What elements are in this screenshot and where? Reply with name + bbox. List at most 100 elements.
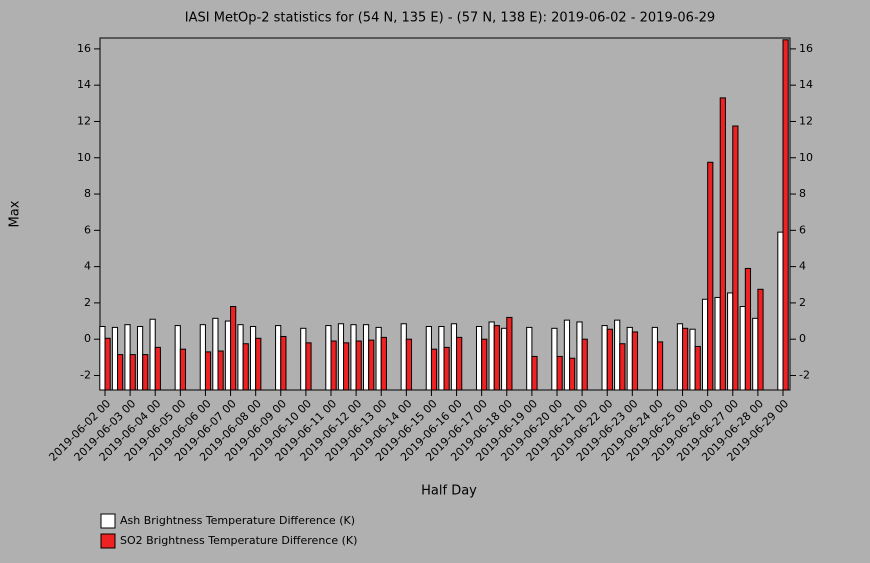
bar — [368, 339, 375, 391]
bar — [651, 326, 658, 391]
bar — [136, 325, 144, 391]
bar — [380, 336, 387, 391]
bar — [606, 328, 613, 391]
bar — [526, 326, 533, 391]
bar — [563, 319, 571, 391]
y2-tick-label: 6 — [799, 223, 806, 236]
bar — [682, 327, 689, 391]
bar — [475, 325, 483, 391]
bar — [551, 327, 558, 391]
bar — [174, 325, 181, 391]
bar — [506, 316, 513, 391]
y2-tick-label: 14 — [799, 78, 813, 91]
bar — [350, 324, 357, 391]
bar — [362, 324, 370, 391]
bar — [707, 161, 714, 391]
bar — [727, 292, 734, 391]
bar — [701, 298, 709, 391]
bar — [777, 231, 784, 391]
bar — [375, 326, 382, 391]
legend-label: Ash Brightness Temperature Difference (K… — [120, 514, 355, 527]
bar — [230, 306, 237, 391]
bar — [493, 325, 500, 391]
bar — [694, 345, 701, 391]
bar — [117, 354, 124, 391]
bar — [601, 325, 608, 391]
bar — [576, 321, 583, 391]
bar — [199, 324, 206, 391]
bar — [450, 323, 458, 391]
y-tick-label: 4 — [84, 260, 91, 273]
bar — [249, 325, 257, 391]
y2-tick-label: 4 — [799, 260, 806, 273]
bar — [581, 338, 588, 391]
bar — [149, 318, 156, 391]
y-tick-label: 14 — [77, 78, 91, 91]
bar — [142, 354, 149, 391]
bar — [99, 325, 106, 391]
bar — [739, 306, 746, 391]
x-axis-label: Half Day — [421, 484, 477, 499]
bar — [104, 337, 111, 391]
bar — [255, 337, 262, 391]
legend-swatch — [100, 533, 116, 549]
bar — [631, 331, 639, 391]
bar — [337, 323, 345, 391]
y2-tick-label: 0 — [799, 332, 806, 345]
bar — [300, 327, 307, 391]
y2-tick-label: 8 — [799, 187, 806, 200]
bar — [443, 346, 450, 391]
bar — [154, 346, 161, 391]
bar — [212, 317, 219, 391]
y-axis-label: Max — [8, 200, 23, 227]
legend-swatch — [100, 513, 116, 529]
bar — [757, 288, 764, 391]
bar — [456, 336, 463, 391]
y2-tick-label: 16 — [799, 42, 813, 55]
bar — [619, 343, 626, 391]
bar — [217, 350, 224, 391]
bar — [179, 348, 187, 391]
bar — [438, 325, 445, 391]
bar — [556, 355, 563, 391]
bar — [676, 323, 684, 391]
bar — [237, 324, 244, 391]
y-tick-label: 2 — [84, 296, 91, 309]
y-tick-label: -2 — [80, 368, 91, 381]
bar — [355, 340, 362, 391]
bar — [714, 296, 721, 391]
y2-tick-label: 12 — [799, 114, 813, 127]
bar — [752, 317, 759, 391]
bar — [400, 323, 407, 391]
bar — [224, 320, 232, 391]
y2-tick-label: -2 — [799, 368, 810, 381]
bar — [330, 340, 337, 391]
y-tick-label: 6 — [84, 223, 91, 236]
y2-tick-label: 10 — [799, 151, 813, 164]
bar — [425, 325, 432, 391]
bar — [325, 325, 332, 391]
legend-label: SO2 Brightness Temperature Difference (K… — [120, 534, 357, 547]
y-tick-label: 12 — [77, 114, 91, 127]
bar — [124, 324, 131, 391]
bar — [782, 39, 789, 391]
y-tick-label: 8 — [84, 187, 91, 200]
bar — [744, 267, 752, 391]
chart-title: IASI MetOp-2 statistics for (54 N, 135 E… — [185, 11, 715, 26]
bar — [656, 341, 664, 391]
bar — [732, 125, 739, 391]
bar — [430, 348, 438, 391]
bar — [204, 351, 212, 391]
bar — [343, 342, 350, 391]
bar — [305, 342, 312, 391]
bar — [275, 325, 282, 391]
bar — [405, 338, 413, 391]
bar — [501, 327, 508, 391]
bar — [689, 328, 696, 391]
bar — [569, 357, 576, 391]
y-tick-label: 10 — [77, 151, 91, 164]
y-tick-label: 0 — [84, 332, 91, 345]
bar — [531, 355, 538, 391]
y-tick-label: 16 — [77, 42, 91, 55]
